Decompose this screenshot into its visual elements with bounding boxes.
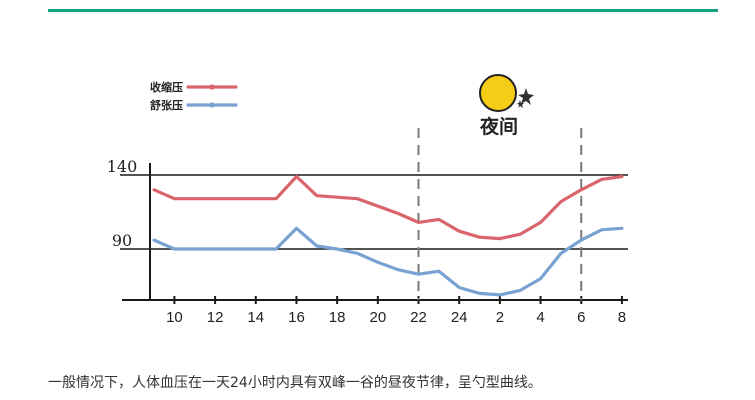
x-tick-label: 14 (247, 309, 264, 326)
chart-axes (122, 163, 628, 304)
moon-circle (479, 74, 517, 112)
x-tick-label: 10 (166, 309, 183, 326)
x-tick-label: 4 (536, 309, 544, 326)
x-tick-label: 18 (329, 309, 346, 326)
x-tick-label: 22 (410, 309, 427, 326)
y-tick-label: 90 (112, 231, 132, 250)
top-divider (48, 9, 718, 12)
series-line-systolic (152, 174, 624, 241)
y-tick-label: 140 (107, 157, 138, 176)
series-line-diastolic (152, 226, 624, 297)
legend-marker (209, 102, 215, 108)
legend-label: 舒张压 (150, 98, 183, 112)
legend-label: 收缩压 (150, 80, 183, 94)
blood-pressure-chart: 收缩压 舒张压 夜间 10 12 14 16 18 20 22 24 2 4 6 8 140 90 (107, 74, 628, 326)
legend-marker (209, 84, 215, 90)
figure-caption: 一般情况下，人体血压在一天24小时内具有双峰一谷的昼夜节律，呈勺型曲线。 (48, 375, 542, 391)
x-tick-label: 8 (618, 309, 626, 326)
moon-icon: 夜间 (479, 74, 534, 138)
x-tick-label: 16 (288, 309, 305, 326)
x-tick-label: 24 (451, 309, 468, 326)
x-tick-label: 12 (207, 309, 224, 326)
series-lines (152, 174, 624, 297)
star-icon (518, 88, 534, 105)
night-label: 夜间 (479, 115, 518, 138)
x-tick-label: 6 (577, 309, 585, 326)
night-boundaries (417, 128, 583, 300)
x-tick-label: 20 (369, 309, 386, 326)
small-star-icon (517, 100, 524, 108)
x-tick-label: 2 (496, 309, 504, 326)
